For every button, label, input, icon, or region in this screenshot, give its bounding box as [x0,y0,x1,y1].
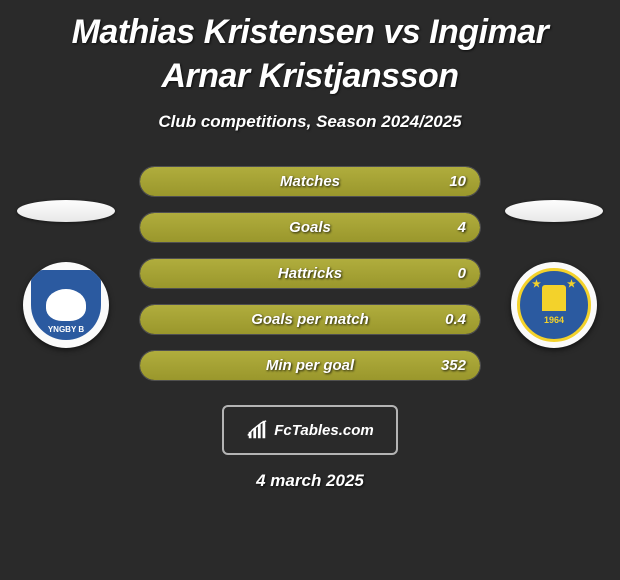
right-club-badge: 1964 [511,262,597,348]
stat-value: 352 [441,351,466,380]
tower-icon [542,285,566,311]
right-player-column: 1964 [499,200,609,348]
comparison-content: YNGBY B Matches 10 Goals 4 Hattricks 0 G… [0,166,620,381]
stat-value: 4 [458,213,466,242]
left-player-name-pill [17,200,115,222]
bar-chart-icon [246,419,268,441]
stat-label: Min per goal [140,351,480,380]
stat-label: Goals per match [140,305,480,334]
season-subtitle: Club competitions, Season 2024/2025 [0,112,620,132]
stat-value: 10 [449,167,466,196]
stat-row-matches: Matches 10 [139,166,481,197]
stat-label: Goals [140,213,480,242]
right-player-name-pill [505,200,603,222]
left-player-column: YNGBY B [11,200,121,348]
stat-label: Hattricks [140,259,480,288]
brand-label: FcTables.com [274,422,373,439]
stat-row-min-per-goal: Min per goal 352 [139,350,481,381]
page-title: Mathias Kristensen vs Ingimar Arnar Kris… [0,0,620,98]
stats-column: Matches 10 Goals 4 Hattricks 0 Goals per… [139,166,481,381]
stat-row-goals-per-match: Goals per match 0.4 [139,304,481,335]
lyngby-club-label: YNGBY B [48,325,84,334]
viking-helmet-icon [46,289,86,321]
snapshot-date: 4 march 2025 [0,471,620,491]
brondby-year: 1964 [544,315,564,325]
stat-row-goals: Goals 4 [139,212,481,243]
stat-value: 0.4 [445,305,466,334]
stat-value: 0 [458,259,466,288]
left-club-badge: YNGBY B [23,262,109,348]
stat-row-hattricks: Hattricks 0 [139,258,481,289]
lyngby-crest-icon: YNGBY B [31,270,101,340]
brondby-crest-icon: 1964 [517,268,591,342]
stat-label: Matches [140,167,480,196]
brand-attribution[interactable]: FcTables.com [222,405,398,455]
